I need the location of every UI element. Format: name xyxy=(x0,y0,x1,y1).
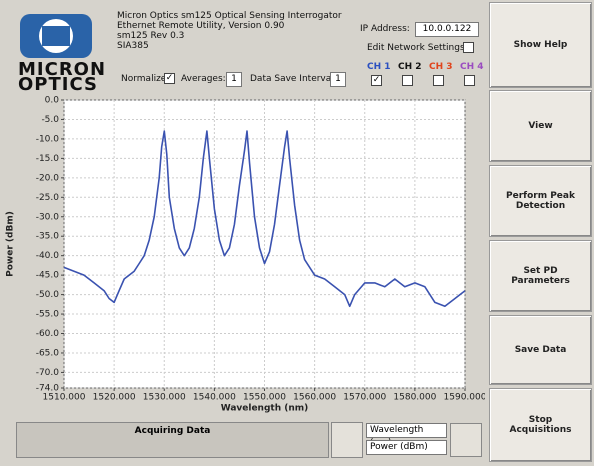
normalize-checkbox[interactable]: ✓ xyxy=(164,73,175,84)
y-tick-label: -30.0 xyxy=(36,212,60,222)
channel-checkbox[interactable] xyxy=(433,75,444,86)
y-tick-label: -25.0 xyxy=(36,193,60,203)
channel-checkbox[interactable]: ✓ xyxy=(371,75,382,86)
x-axis-label: Wavelength (nm) xyxy=(221,404,309,414)
y-tick-label: -15.0 xyxy=(36,154,60,164)
button[interactable]: Perform Peak Detection xyxy=(489,165,592,237)
x-tick-label: 1510.000 xyxy=(43,393,86,403)
y-tick-label: -60.0 xyxy=(36,329,60,339)
x-tick-label: 1560.000 xyxy=(293,393,336,403)
info-line: Ethernet Remote Utility, Version 0.90 xyxy=(117,21,285,31)
y-tick-label: -35.0 xyxy=(36,232,60,242)
y-tick-label: -40.0 xyxy=(36,251,60,261)
scale-format-buttons[interactable] xyxy=(450,423,482,457)
y-tick-label: -45.0 xyxy=(36,271,60,281)
y-tick-label: -74.0 xyxy=(36,384,60,394)
y-tick-label: -50.0 xyxy=(36,290,60,300)
channel-label: CH 1 xyxy=(367,62,391,72)
logo-text: MICRON OPTICS xyxy=(18,59,107,95)
y-tick-label: -70.0 xyxy=(36,368,60,378)
save-interval-label: Data Save Interval: xyxy=(250,74,337,84)
x-tick-label: 1520.000 xyxy=(93,393,136,403)
y-tick-label: -5.0 xyxy=(41,115,59,125)
edit-network-label: Edit Network Settings: xyxy=(367,43,468,53)
ip-label: IP Address: xyxy=(360,24,410,34)
edit-network-checkbox[interactable] xyxy=(463,42,474,53)
channel-label: CH 4 xyxy=(460,62,484,72)
x-tick-label: 1530.000 xyxy=(143,393,186,403)
x-tick-label: 1590.000 xyxy=(444,393,485,403)
channel-label: CH 2 xyxy=(398,62,422,72)
spectrum-line xyxy=(63,130,466,308)
y-tick-label: -10.0 xyxy=(36,134,60,144)
info-line: sm125 Rev 0.3 xyxy=(117,31,185,41)
channel-checkbox[interactable] xyxy=(402,75,413,86)
x-scale-field[interactable]: Wavelength (nm) xyxy=(366,423,447,448)
ip-field[interactable]: 10.0.0.122 xyxy=(415,22,479,37)
button[interactable]: Save Data xyxy=(489,315,592,385)
x-tick-label: 1570.000 xyxy=(343,393,386,403)
y-axis-label: Power (dBm) xyxy=(6,211,16,277)
save-interval-field[interactable]: 1 xyxy=(330,72,346,87)
chart: 1510.000 1520.000 1530.000 1540.000 1550.000… xyxy=(6,96,486,414)
averages-field[interactable]: 1 xyxy=(226,72,242,87)
channel-checkbox[interactable] xyxy=(464,75,475,86)
graph-tools[interactable] xyxy=(331,422,363,458)
y-tick-label: -20.0 xyxy=(36,173,60,183)
x-tick-label: 1550.000 xyxy=(243,393,286,403)
button[interactable]: Stop Acquisitions xyxy=(489,388,592,462)
x-tick-label: 1540.000 xyxy=(193,393,236,403)
y-scale-field[interactable]: Power (dBm) xyxy=(366,440,447,455)
x-tick-label: 1580.000 xyxy=(393,393,436,403)
button[interactable]: Show Help xyxy=(489,2,592,88)
info: Micron Optics sm125 Optical Sensing Inte… xyxy=(117,11,342,51)
logo-icon xyxy=(20,14,92,58)
y-tick-label: -65.0 xyxy=(36,348,60,358)
logo-line: MICRON xyxy=(18,59,107,80)
info-line: Micron Optics sm125 Optical Sensing Inte… xyxy=(117,11,342,21)
y-tick-label: 0.0 xyxy=(45,96,60,106)
status-message: Acquiring Data xyxy=(16,422,329,458)
channel-label: CH 3 xyxy=(429,62,453,72)
averages-label: Averages: xyxy=(181,74,226,84)
normalize-label: Normalize: xyxy=(121,74,170,84)
button[interactable]: View xyxy=(489,90,592,162)
logo-line: OPTICS xyxy=(18,74,98,95)
y-tick-label: -55.0 xyxy=(36,310,60,320)
button[interactable]: Set PD Parameters xyxy=(489,240,592,312)
info-line: SIA385 xyxy=(117,41,149,51)
